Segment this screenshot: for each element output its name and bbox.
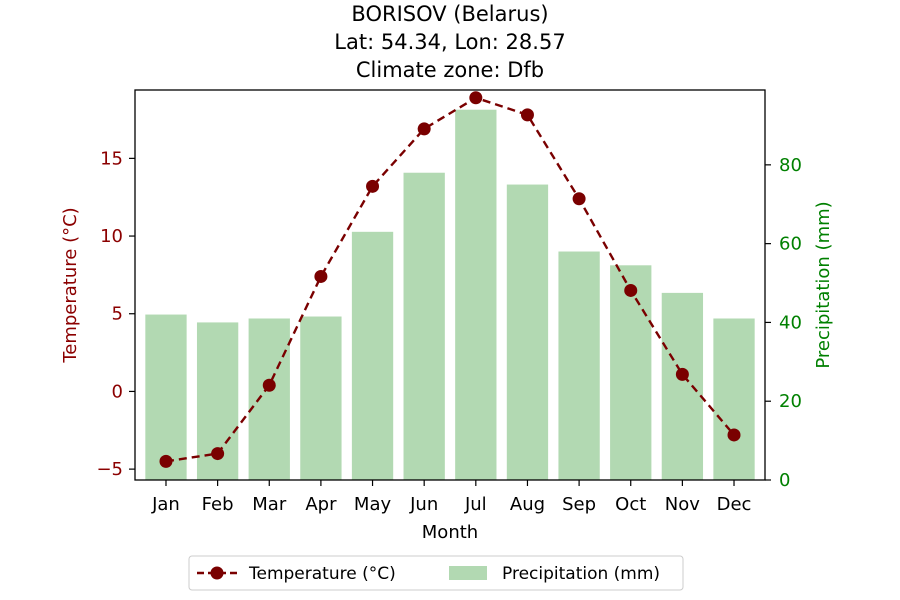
precipitation-bar-oct bbox=[610, 265, 652, 480]
chart-subtitle-coordinates: Lat: 54.34, Lon: 28.57 bbox=[334, 30, 565, 54]
right-tick-label: 20 bbox=[779, 391, 802, 412]
precipitation-bar-may bbox=[351, 231, 394, 480]
temperature-point-aug bbox=[520, 108, 534, 122]
precipitation-bar-mar bbox=[248, 318, 290, 480]
x-tick-label: May bbox=[354, 494, 392, 515]
legend-temperature-label: Temperature (°C) bbox=[248, 564, 396, 584]
legend: Temperature (°C) Precipitation (mm) bbox=[188, 555, 684, 591]
legend-precipitation-swatch bbox=[449, 566, 487, 580]
legend-box bbox=[188, 555, 684, 591]
left-tick-label: 5 bbox=[112, 304, 123, 325]
temperature-line bbox=[159, 91, 741, 468]
right-tick-label: 40 bbox=[779, 312, 802, 333]
temperature-point-may bbox=[366, 179, 380, 193]
x-tick-label: Aug bbox=[510, 494, 545, 515]
left-axis-label: Temperature (°C) bbox=[60, 207, 81, 363]
temperature-point-apr bbox=[314, 269, 328, 283]
precipitation-bar-jun bbox=[403, 172, 445, 480]
left-tick-label: 0 bbox=[112, 381, 123, 402]
legend-precipitation-label: Precipitation (mm) bbox=[502, 564, 660, 584]
temperature-point-oct bbox=[624, 283, 638, 297]
right-axis-ticks: 0 20 40 60 80 bbox=[765, 155, 802, 491]
precipitation-bar-dec bbox=[713, 318, 755, 480]
right-tick-label: 60 bbox=[779, 234, 802, 255]
left-tick-label: −5 bbox=[96, 459, 123, 480]
temperature-point-dec bbox=[727, 428, 741, 442]
x-tick-label: Sep bbox=[562, 494, 596, 515]
precipitation-bar-apr bbox=[300, 316, 342, 480]
right-axis-label: Precipitation (mm) bbox=[813, 201, 834, 368]
plot-frame bbox=[134, 89, 766, 481]
temperature-point-nov bbox=[675, 367, 689, 381]
x-tick-label: Jul bbox=[464, 494, 487, 515]
legend-temperature-marker bbox=[210, 566, 224, 580]
temperature-point-sep bbox=[572, 192, 586, 206]
x-tick-label: Jun bbox=[409, 494, 438, 515]
left-tick-label: 10 bbox=[100, 226, 123, 247]
precipitation-bars bbox=[145, 109, 755, 481]
precipitation-bar-jan bbox=[145, 314, 187, 480]
temperature-point-jul bbox=[469, 91, 483, 105]
precipitation-bar-aug bbox=[506, 184, 549, 480]
x-tick-label: Nov bbox=[665, 494, 700, 515]
temperature-point-mar bbox=[262, 378, 276, 392]
right-tick-label: 80 bbox=[779, 155, 802, 176]
x-tick-label: Feb bbox=[202, 494, 234, 515]
chart-subtitle-climate-zone: Climate zone: Dfb bbox=[356, 58, 544, 82]
temperature-line-path bbox=[165, 96, 735, 463]
precipitation-bar-nov bbox=[661, 292, 704, 480]
chart-title: BORISOV (Belarus) bbox=[351, 2, 548, 26]
x-tick-label: Dec bbox=[717, 494, 752, 515]
x-axis-ticks: Jan Feb Mar Apr May Jun Jul Aug Sep Oct Nov Dec bbox=[151, 480, 751, 515]
temperature-point-jun bbox=[417, 122, 431, 136]
x-tick-label: Jan bbox=[151, 494, 180, 515]
right-tick-label: 0 bbox=[779, 470, 790, 491]
left-tick-label: 15 bbox=[100, 148, 123, 169]
temperature-point-feb bbox=[211, 447, 225, 461]
precipitation-bar-jul bbox=[455, 109, 497, 481]
x-tick-label: Mar bbox=[252, 494, 287, 515]
x-tick-label: Apr bbox=[305, 494, 337, 515]
x-tick-label: Oct bbox=[615, 494, 646, 515]
precipitation-bar-sep bbox=[558, 251, 600, 480]
x-axis-label: Month bbox=[422, 522, 478, 543]
left-axis-ticks: −5 0 5 10 15 bbox=[96, 148, 135, 480]
temperature-point-jan bbox=[159, 454, 173, 468]
